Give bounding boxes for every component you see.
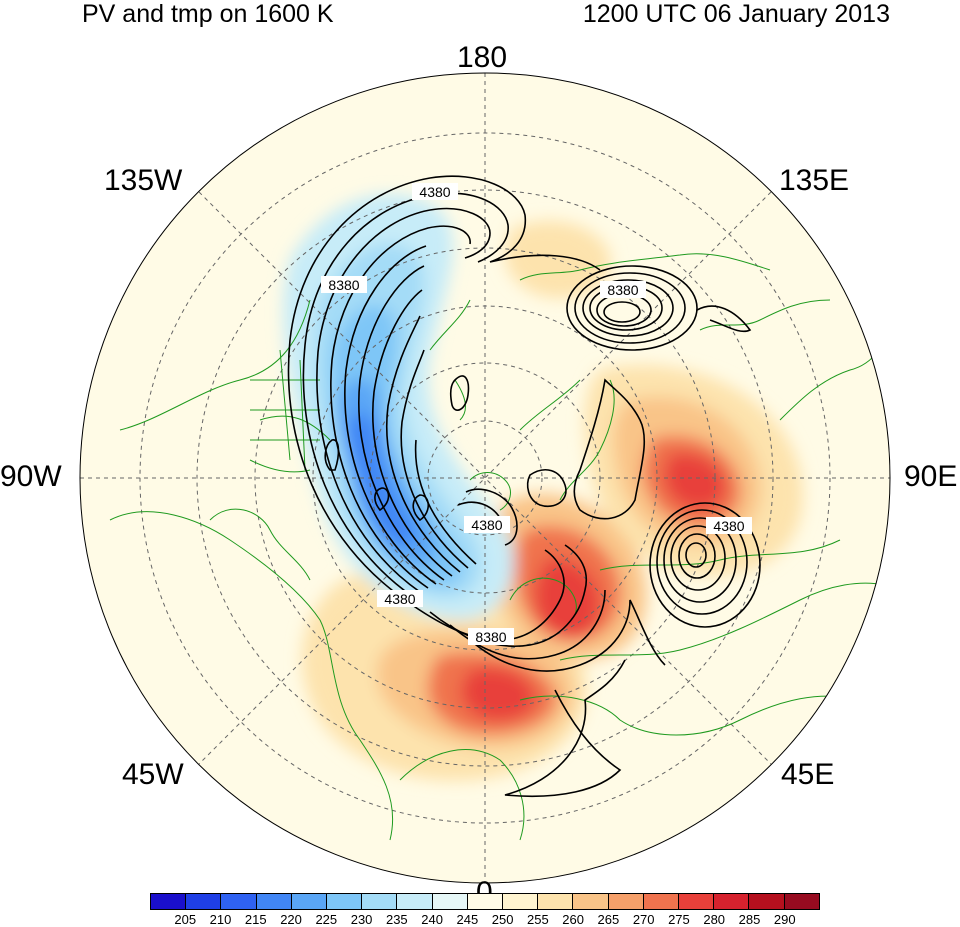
contour-label: 8380 <box>475 629 506 645</box>
colorbar-swatch <box>186 894 222 909</box>
plot-title: PV and tmp on 1600 K <box>82 0 334 28</box>
longitude-grid <box>80 73 890 883</box>
colorbar-swatch <box>256 894 292 909</box>
contour-label: 8380 <box>328 277 359 293</box>
colorbar-swatch <box>291 894 328 909</box>
colorbar-swatch <box>714 894 750 909</box>
colorbar-swatch <box>573 894 609 909</box>
valid-time: 1200 UTC 06 January 2013 <box>582 0 890 28</box>
longitude-label-45e: 45E <box>781 758 835 791</box>
temperature-colorbar <box>150 893 820 910</box>
colorbar-swatch <box>784 894 819 909</box>
colorbar-swatch <box>679 894 715 909</box>
colorbar-swatch <box>397 894 433 909</box>
colorbar-label: 240 <box>421 912 443 927</box>
colorbar-label: 290 <box>773 912 796 927</box>
colorbar-swatch <box>467 894 504 909</box>
colorbar-swatch <box>327 894 363 909</box>
longitude-label-135e: 135E <box>779 164 850 197</box>
colorbar-swatch <box>503 894 539 909</box>
contour-label: 4380 <box>419 184 450 200</box>
colorbar-swatch <box>362 894 398 909</box>
colorbar-swatch <box>643 894 680 909</box>
colorbar-label: 250 <box>491 912 514 927</box>
contour-label: 8380 <box>607 282 638 298</box>
contour-labels: 4380 8380 8380 4380 4380 8380 4380 <box>321 183 752 645</box>
colorbar-swatch <box>749 894 785 909</box>
longitude-label-180: 180 <box>457 41 508 74</box>
longitude-label-45w: 45W <box>122 758 184 791</box>
colorbar-label: 220 <box>280 912 302 927</box>
colorbar-label: 285 <box>738 912 761 927</box>
colorbar-label: 210 <box>209 912 232 927</box>
colorbar-label: 225 <box>315 912 338 927</box>
colorbar-label: 215 <box>244 912 267 927</box>
coastlines <box>109 253 886 841</box>
colorbar-label: 280 <box>703 912 726 927</box>
colorbar-swatch <box>538 894 574 909</box>
colorbar-label: 265 <box>597 912 620 927</box>
colorbar-swatch <box>221 894 257 909</box>
colorbar-swatch <box>432 894 468 909</box>
colorbar-label: 270 <box>632 912 655 927</box>
colorbar-swatch <box>608 894 644 909</box>
colorbar-label: 245 <box>456 912 479 927</box>
colorbar-label: 235 <box>385 912 408 927</box>
colorbar-label: 230 <box>350 912 373 927</box>
colorbar-label: 205 <box>174 912 197 927</box>
longitude-label-90e: 90E <box>904 460 958 493</box>
colorbar-swatch <box>151 894 187 909</box>
map-border <box>79 72 891 884</box>
longitude-label-135w: 135W <box>104 164 183 197</box>
colorbar-labels: 205 210 215 220 225 230 235 240 245 250 255 260 265 2… <box>0 912 960 927</box>
colorbar-label: 275 <box>668 912 690 927</box>
colorbar-label: 255 <box>527 912 549 927</box>
contour-label: 4380 <box>384 591 415 607</box>
pv-contours <box>287 175 761 798</box>
contour-label: 4380 <box>471 517 502 533</box>
longitude-label-90w: 90W <box>0 460 62 493</box>
contour-label: 4380 <box>713 518 744 534</box>
colorbar-label: 260 <box>562 912 584 927</box>
